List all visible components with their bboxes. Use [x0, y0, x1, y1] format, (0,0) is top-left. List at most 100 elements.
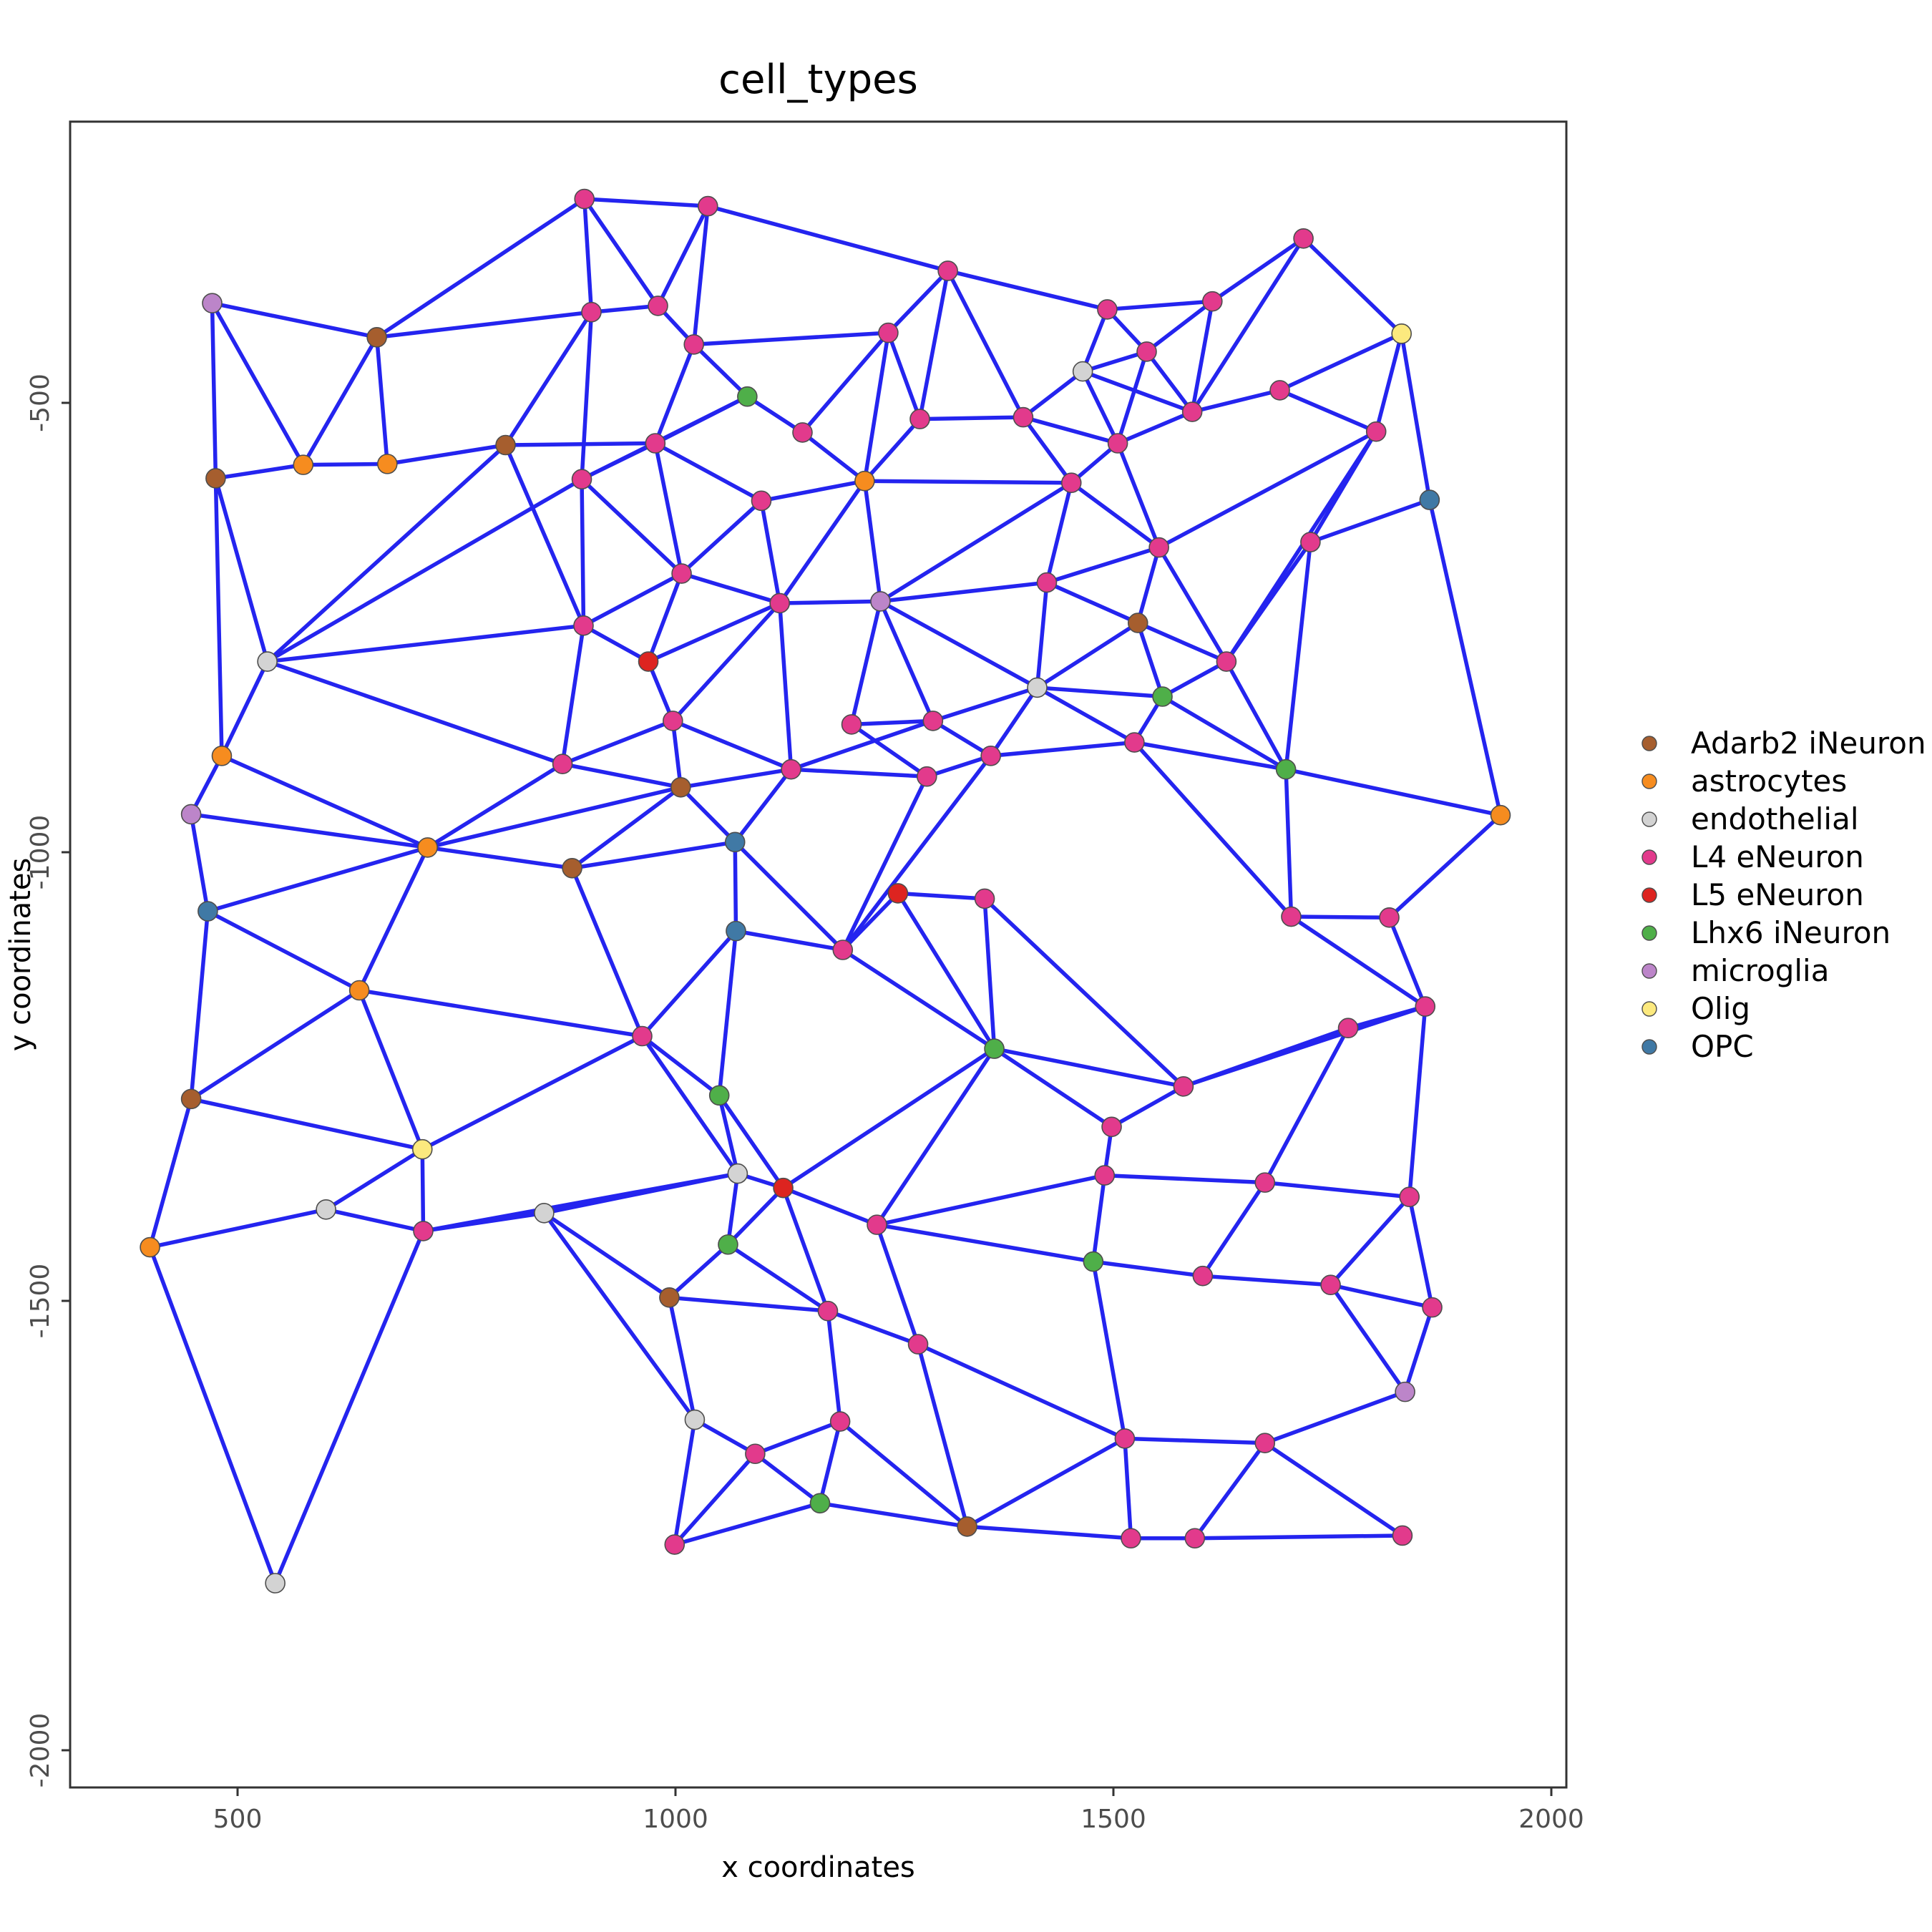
graph-edge — [862, 479, 1073, 485]
x-tick-label: 1000 — [643, 1805, 708, 1834]
graph-node-l4 — [907, 1334, 929, 1355]
graph-edge — [759, 479, 867, 503]
legend-label: microglia — [1691, 953, 1829, 988]
x-tick-label: 2000 — [1518, 1805, 1584, 1834]
graph-edge — [878, 480, 1073, 604]
graph-edge — [374, 335, 390, 467]
graph-node-l4 — [841, 714, 862, 735]
legend-swatch-lhx6 — [1641, 925, 1657, 941]
graph-node-l4 — [1184, 1528, 1206, 1549]
graph-node-adarb2 — [1127, 613, 1148, 633]
graph-edge — [886, 268, 950, 335]
graph-node-l4 — [1114, 1428, 1136, 1449]
graph-edge — [1402, 1305, 1435, 1394]
graph-edge — [849, 599, 883, 727]
legend-swatch-l4 — [1641, 849, 1657, 865]
legend-swatch-astro — [1641, 774, 1657, 789]
graph-edge — [189, 909, 210, 1101]
graph-edge — [1109, 1084, 1186, 1129]
graph-edge — [862, 416, 922, 483]
graph-node-l5 — [638, 651, 659, 672]
graph-edge — [1035, 620, 1141, 690]
graph-edge — [982, 897, 1186, 1089]
graph-edge — [841, 753, 993, 952]
legend-label: astrocytes — [1691, 763, 1847, 799]
graph-edge — [210, 301, 218, 481]
graph-edge — [265, 477, 584, 664]
graph-edge — [717, 1093, 786, 1190]
x-axis-ticks: 500 1000 1500 2000 — [213, 1787, 1584, 1834]
x-axis-label: x coordinates — [721, 1851, 915, 1884]
graph-edge — [189, 1097, 425, 1151]
graph-edge — [878, 599, 1040, 690]
graph-edge — [213, 476, 270, 664]
legend-item: microglia — [1641, 953, 1829, 988]
graph-edge — [691, 204, 711, 347]
graph-edge — [1201, 1274, 1333, 1287]
graph-edge — [1144, 299, 1215, 354]
graph-edge — [420, 1147, 426, 1234]
graph-edge — [917, 415, 1025, 421]
graph-edge — [874, 1046, 997, 1227]
graph-edge — [841, 774, 930, 952]
graph-edge — [1116, 441, 1161, 550]
graph-edge — [1284, 767, 1294, 919]
graph-edge — [1428, 497, 1503, 817]
graph-edge — [965, 1436, 1127, 1529]
graph-node-l4 — [1399, 1186, 1420, 1208]
graph-edge — [1123, 1436, 1133, 1541]
graph-edge — [1210, 236, 1306, 303]
graph-edge — [800, 331, 891, 435]
graph-edge — [323, 1147, 425, 1212]
graph-node-l4 — [751, 490, 772, 512]
graph-edge — [733, 840, 845, 952]
graph-node-l4 — [1202, 291, 1223, 312]
legend-swatch-endo — [1641, 811, 1657, 827]
graph-edge — [646, 659, 675, 723]
graph-edge — [818, 1501, 970, 1529]
graph-edge — [800, 430, 867, 483]
graph-edge — [1021, 415, 1120, 446]
graph-edge — [896, 891, 987, 901]
legend-label: L4 eNeuron — [1691, 839, 1864, 874]
graph-node-lhx6 — [1152, 686, 1173, 707]
graph-edge — [988, 686, 1040, 758]
graph-edge — [213, 462, 306, 481]
graph-node-endo — [1072, 361, 1093, 382]
legend-item: endothelial — [1641, 801, 1859, 836]
graph-node-endo — [534, 1203, 555, 1224]
graph-edge — [580, 441, 658, 482]
graph-edge — [1263, 1440, 1405, 1538]
graph-edge — [1201, 1180, 1267, 1278]
graph-edge — [849, 722, 930, 779]
graph-edge — [357, 845, 430, 992]
graph-edge — [374, 310, 594, 340]
graph-node-opc — [1419, 489, 1440, 510]
graph-edge — [706, 204, 950, 273]
legend-label: OPC — [1691, 1029, 1754, 1064]
graph-edge — [205, 909, 361, 992]
graph-edge — [582, 197, 594, 314]
graph-edge — [1045, 480, 1073, 585]
graph-edge — [420, 1034, 645, 1151]
graph-edge — [886, 331, 922, 421]
graph-node-adarb2 — [659, 1287, 680, 1308]
legend-swatch-adarb2 — [1641, 736, 1657, 751]
graph-edge — [1328, 1194, 1412, 1287]
graph-edge — [374, 197, 587, 340]
legend-swatch-opc — [1641, 1039, 1657, 1055]
graph-edge — [220, 753, 430, 850]
graph-edge — [560, 718, 675, 766]
graph-edge — [667, 1242, 731, 1300]
graph-edge — [1190, 388, 1282, 414]
graph-node-l4 — [1254, 1433, 1276, 1453]
graph-node-l4 — [1121, 1528, 1141, 1549]
y-axis-label: y coordinates — [4, 858, 37, 1052]
graph-edge — [1080, 369, 1120, 446]
graph-node-l4 — [1094, 1165, 1116, 1186]
graph-edge — [826, 1309, 920, 1347]
graph-edge — [1136, 545, 1161, 625]
graph-node-l4 — [552, 753, 573, 774]
graph-node-astro — [211, 746, 233, 766]
graph-edge — [580, 310, 594, 482]
